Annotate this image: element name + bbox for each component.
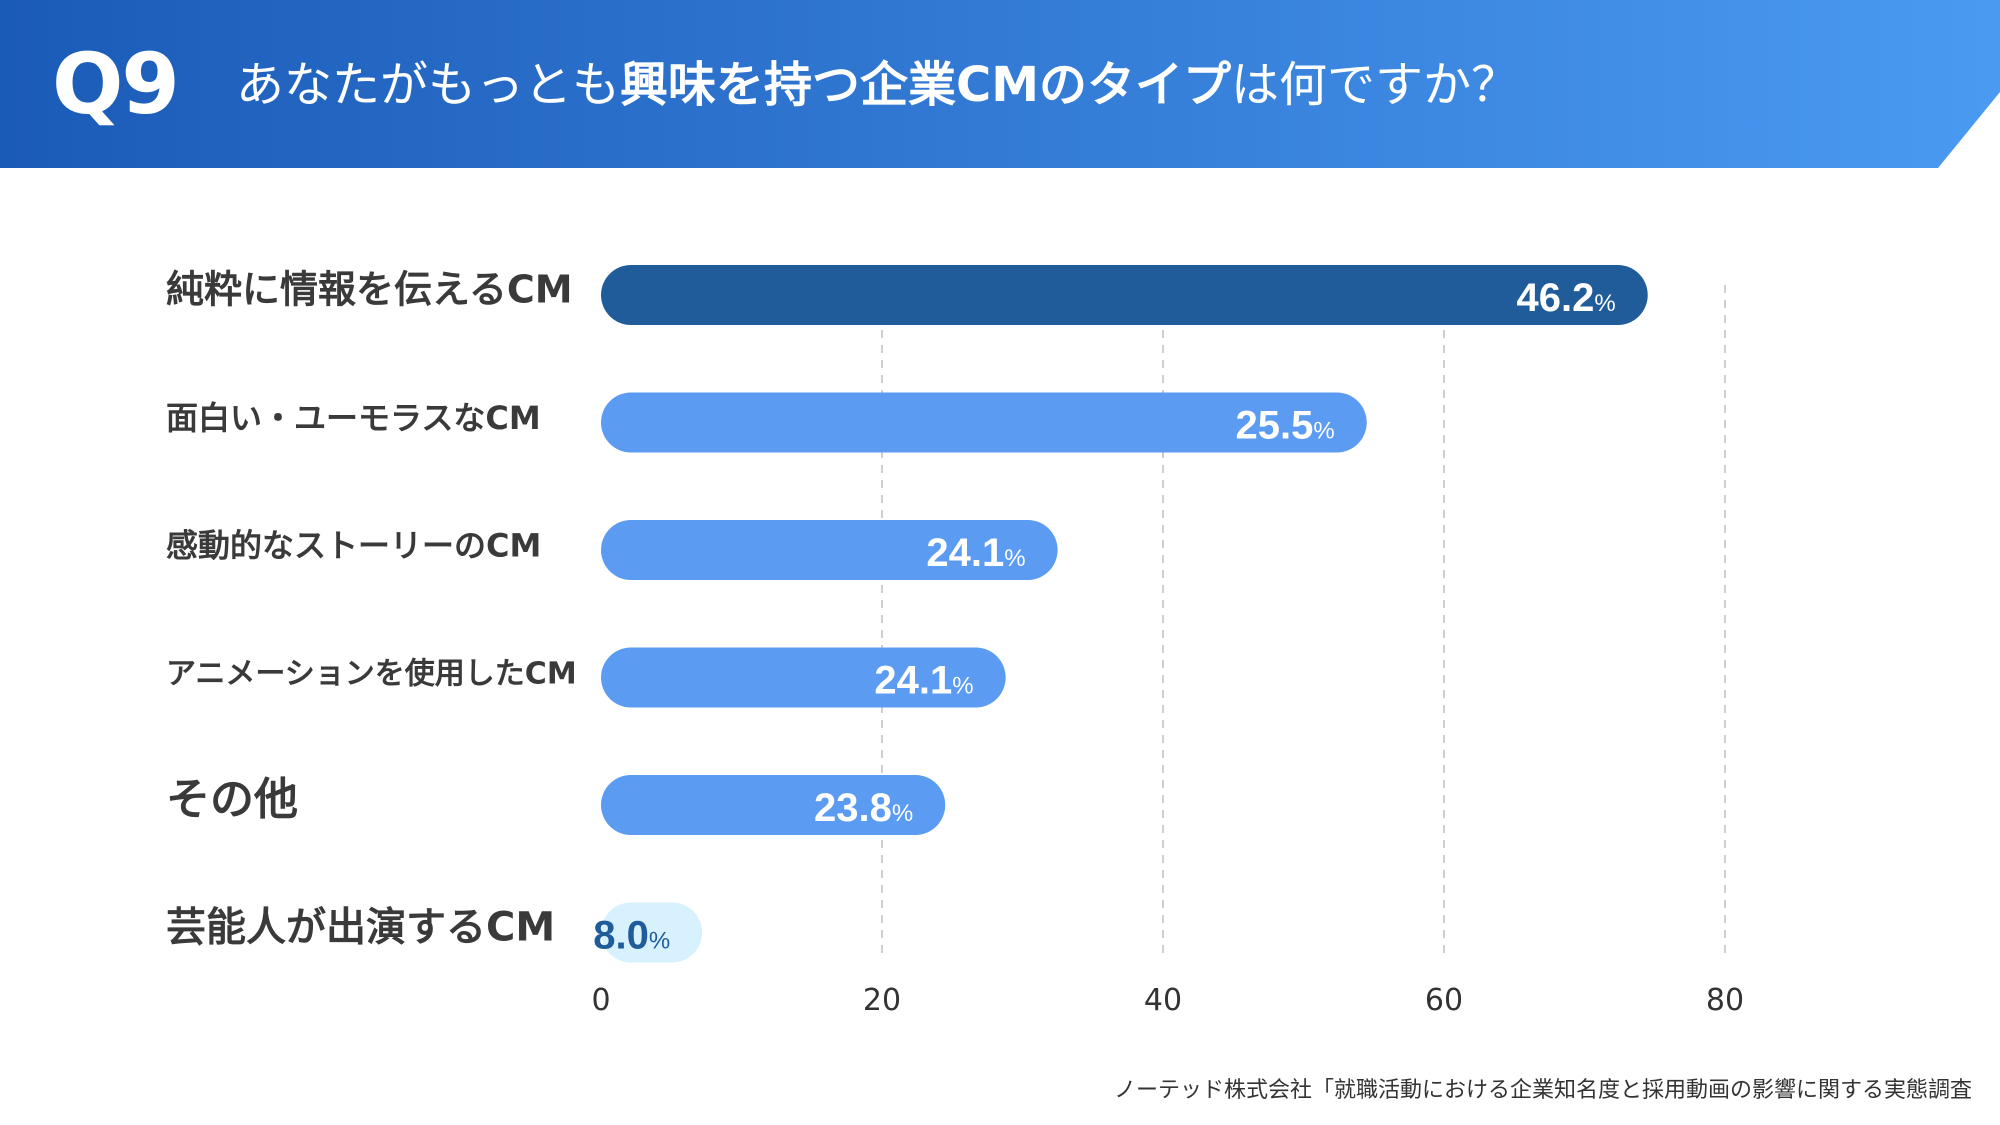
data-label-percent: % xyxy=(952,673,973,700)
bar xyxy=(601,520,1058,580)
question-text: あなたがもっとも興味を持つ企業CMのタイプは何ですか？ xyxy=(236,50,1519,120)
bar xyxy=(601,902,703,963)
data-label: 46.2% xyxy=(1517,276,1616,320)
bar xyxy=(601,647,1006,708)
question-post: は何ですか？ xyxy=(1231,57,1520,113)
data-label: 8.0% xyxy=(593,914,670,958)
data-label-percent: % xyxy=(1313,418,1334,445)
x-tick-label: 60 xyxy=(1425,983,1463,1018)
x-tick-label: 0 xyxy=(591,983,610,1018)
data-label-value: 46.2 xyxy=(1517,276,1595,320)
x-tick-label: 80 xyxy=(1706,983,1744,1018)
data-label-value: 23.8 xyxy=(814,786,892,830)
data-label-value: 24.1 xyxy=(874,659,952,703)
question-number: Q9 xyxy=(52,35,180,133)
category-label: その他 xyxy=(166,774,298,825)
x-tick-label: 40 xyxy=(1144,983,1182,1018)
data-label-percent: % xyxy=(892,800,913,827)
data-label: 24.1% xyxy=(874,659,973,703)
data-label-value: 8.0 xyxy=(593,914,649,958)
bar xyxy=(601,392,1367,453)
question-emphasis: 興味を持つ企業CMのタイプ xyxy=(620,57,1232,113)
source-citation: ノーテッド株式会社「就職活動における企業知名度と採用動画の影響に関する実態調査 xyxy=(1113,1078,1972,1103)
category-label: 純粋に情報を伝えるCM xyxy=(166,268,573,312)
category-label: アニメーションを使用したCM xyxy=(166,657,577,692)
header-banner: Q9 あなたがもっとも興味を持つ企業CMのタイプは何ですか？ xyxy=(0,0,2000,168)
data-label: 25.5% xyxy=(1236,404,1335,448)
x-tick-label: 20 xyxy=(863,983,901,1018)
data-label: 23.8% xyxy=(814,786,913,830)
data-label: 24.1% xyxy=(926,531,1025,575)
category-label: 感動的なストーリーのCM xyxy=(166,526,541,564)
header-background xyxy=(0,0,2000,168)
bar xyxy=(601,775,946,835)
data-label-percent: % xyxy=(1004,545,1025,572)
data-label-value: 25.5 xyxy=(1236,404,1314,448)
data-label-percent: % xyxy=(649,928,670,955)
question-pre: あなたがもっとも xyxy=(236,57,621,113)
data-label-value: 24.1 xyxy=(926,531,1004,575)
bar xyxy=(601,265,1648,325)
category-label: 芸能人が出演するCM xyxy=(166,905,555,951)
data-label-percent: % xyxy=(1594,290,1615,317)
category-label: 面白い・ユーモラスなCM xyxy=(166,399,541,437)
